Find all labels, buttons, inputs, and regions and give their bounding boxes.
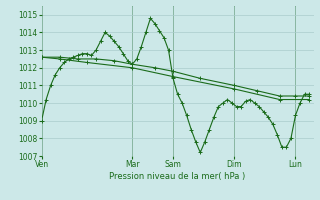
X-axis label: Pression niveau de la mer( hPa ): Pression niveau de la mer( hPa ) <box>109 172 246 181</box>
